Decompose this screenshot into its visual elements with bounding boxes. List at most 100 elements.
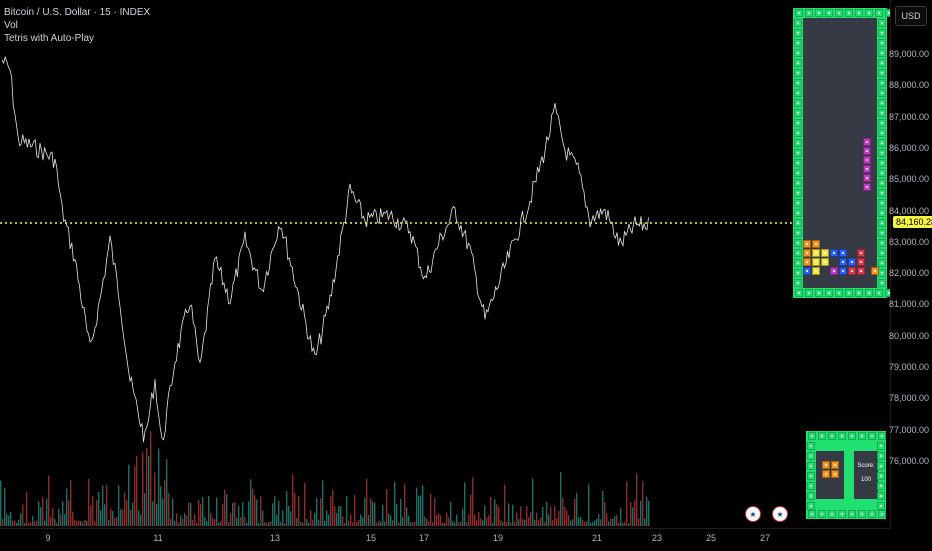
volume-bar — [342, 516, 344, 526]
volume-bar — [94, 521, 96, 526]
volume-bar — [92, 496, 94, 526]
indicator-label[interactable]: Tetris with Auto-Play — [4, 33, 95, 44]
volume-bar — [470, 494, 472, 526]
volume-bar — [272, 503, 274, 526]
volume-bar — [354, 495, 356, 526]
volume-bar — [496, 504, 498, 526]
volume-bar — [266, 522, 268, 526]
tetris-cell — [878, 19, 886, 27]
tetris-cell — [878, 432, 886, 440]
volume-bar — [10, 511, 12, 526]
tetris-cell — [794, 229, 802, 237]
volume-bar — [160, 486, 162, 526]
volume-bar — [450, 501, 452, 526]
volume-bar — [440, 515, 442, 526]
us-flag-icon[interactable]: ★ — [772, 506, 788, 522]
tetris-cell — [807, 492, 815, 500]
volume-bar — [430, 493, 432, 526]
volume-bar — [570, 520, 572, 526]
time-tick: 23 — [651, 533, 663, 543]
time-tick: 21 — [591, 533, 603, 543]
volume-bar — [520, 506, 522, 526]
volume-bar — [522, 518, 524, 526]
volume-bar — [582, 519, 584, 526]
volume-bar — [630, 502, 632, 526]
currency-button[interactable]: USD — [895, 6, 927, 26]
time-tick: 17 — [418, 533, 430, 543]
volume-bar — [238, 505, 240, 526]
chart-area[interactable]: Bitcoin / U.S. Dollar · 15 · INDEX Vol T… — [0, 0, 893, 528]
price-tick: 82,000.00 — [888, 268, 929, 279]
tetris-cell — [807, 472, 815, 480]
volume-bar — [142, 452, 144, 526]
tetris-cell — [878, 39, 886, 47]
tetris-cell — [822, 470, 830, 478]
volume-bar — [586, 521, 588, 526]
tetris-cell — [807, 462, 815, 470]
volume-bar — [392, 520, 394, 526]
volume-bar — [370, 498, 372, 526]
price-axis[interactable]: 89,000.00 88,000.00 87,000.00 86,000.00 85,0… — [888, 0, 932, 528]
price-chart[interactable] — [0, 0, 890, 528]
tetris-cell — [863, 165, 871, 173]
volume-bar — [564, 506, 566, 526]
tetris-cell — [803, 240, 811, 248]
tetris-cell — [878, 259, 886, 267]
volume-bar — [22, 504, 24, 526]
tetris-cell — [794, 99, 802, 107]
volume-bar — [340, 506, 342, 526]
volume-bar — [352, 522, 354, 526]
volume-bar — [540, 517, 542, 526]
volume-bar — [290, 511, 292, 526]
us-flag-icon[interactable]: ★ — [745, 506, 761, 522]
volume-bar — [70, 480, 72, 526]
volume-bar — [226, 494, 228, 526]
volume-bar — [514, 521, 516, 526]
volume-bar — [378, 520, 380, 526]
time-axis[interactable]: 9 11 13 15 17 19 21 23 25 27 — [0, 528, 890, 551]
symbol-title[interactable]: Bitcoin / U.S. Dollar · 15 · INDEX — [4, 7, 151, 18]
volume-bar — [466, 521, 468, 526]
volume-bar — [116, 517, 118, 526]
tetris-cell — [878, 269, 886, 277]
volume-bar — [332, 489, 334, 526]
volume-bar — [350, 514, 352, 526]
tetris-cell — [803, 267, 811, 275]
volume-bar — [500, 520, 502, 526]
volume-bar — [58, 508, 60, 526]
volume-bar — [372, 501, 374, 526]
volume-bar — [518, 519, 520, 526]
volume-bar — [634, 499, 636, 526]
tetris-cell — [808, 432, 816, 440]
price-tick: 78,000.00 — [888, 393, 929, 404]
volume-bar — [280, 521, 282, 526]
volume-label[interactable]: Vol — [4, 20, 18, 31]
volume-bar — [30, 522, 32, 526]
volume-bar — [426, 518, 428, 526]
volume-bar — [186, 515, 188, 526]
volume-bar — [234, 502, 236, 526]
volume-bar — [292, 474, 294, 526]
volume-bar — [16, 522, 18, 526]
tetris-cell — [877, 482, 885, 490]
tetris-cell — [807, 442, 815, 450]
volume-bar — [144, 492, 146, 526]
volume-bar — [478, 511, 480, 526]
volume-bar — [214, 519, 216, 526]
tetris-cell — [878, 69, 886, 77]
volume-bar — [454, 522, 456, 526]
tetris-cell — [821, 249, 829, 257]
volume-bar — [536, 512, 538, 526]
volume-bar — [408, 515, 410, 526]
volume-bar — [616, 514, 618, 526]
volume-bar — [528, 517, 530, 526]
time-tick: 11 — [153, 533, 163, 543]
volume-bar — [176, 513, 178, 526]
tetris-cell — [795, 9, 803, 17]
volume-bar — [260, 496, 262, 526]
tetris-cell — [803, 258, 811, 266]
tetris-cell — [878, 29, 886, 37]
volume-bar — [548, 514, 550, 526]
volume-bar — [414, 521, 416, 526]
tetris-cell — [794, 159, 802, 167]
